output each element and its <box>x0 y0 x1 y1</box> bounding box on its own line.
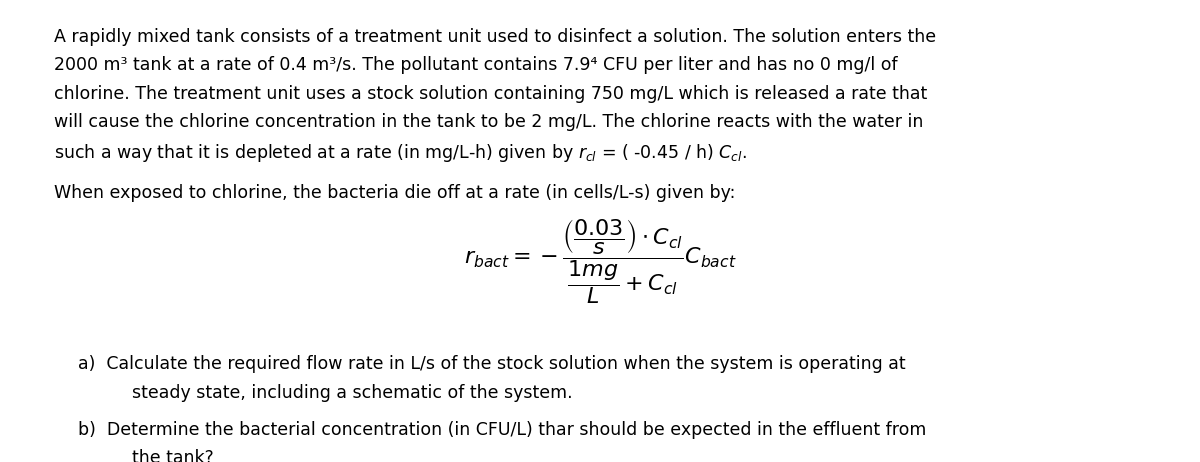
Text: a)  Calculate the required flow rate in L/s of the stock solution when the syste: a) Calculate the required flow rate in L… <box>78 355 906 373</box>
Text: When exposed to chlorine, the bacteria die off at a rate (in cells/L-s) given by: When exposed to chlorine, the bacteria d… <box>54 184 736 202</box>
Text: 2000 m³ tank at a rate of 0.4 m³/s. The pollutant contains 7.9⁴ CFU per liter an: 2000 m³ tank at a rate of 0.4 m³/s. The … <box>54 56 898 74</box>
Text: the tank?: the tank? <box>132 450 214 462</box>
Text: A rapidly mixed tank consists of a treatment unit used to disinfect a solution. : A rapidly mixed tank consists of a treat… <box>54 28 936 46</box>
Text: b)  Determine the bacterial concentration (in CFU/L) thar should be expected in : b) Determine the bacterial concentration… <box>78 421 926 439</box>
Text: such a way that it is depleted at a rate (in mg/L-h) given by $r_{cl}$ = ( -0.45: such a way that it is depleted at a rate… <box>54 142 748 164</box>
Text: $r_{bact} = -\dfrac{\left(\dfrac{0.03}{s}\right) \cdot C_{cl}}{\dfrac{1mg}{L} + : $r_{bact} = -\dfrac{\left(\dfrac{0.03}{s… <box>463 217 737 306</box>
Text: steady state, including a schematic of the system.: steady state, including a schematic of t… <box>132 384 572 402</box>
Text: chlorine. The treatment unit uses a stock solution containing 750 mg/L which is : chlorine. The treatment unit uses a stoc… <box>54 85 928 103</box>
Text: will cause the chlorine concentration in the tank to be 2 mg/L. The chlorine rea: will cause the chlorine concentration in… <box>54 113 923 131</box>
